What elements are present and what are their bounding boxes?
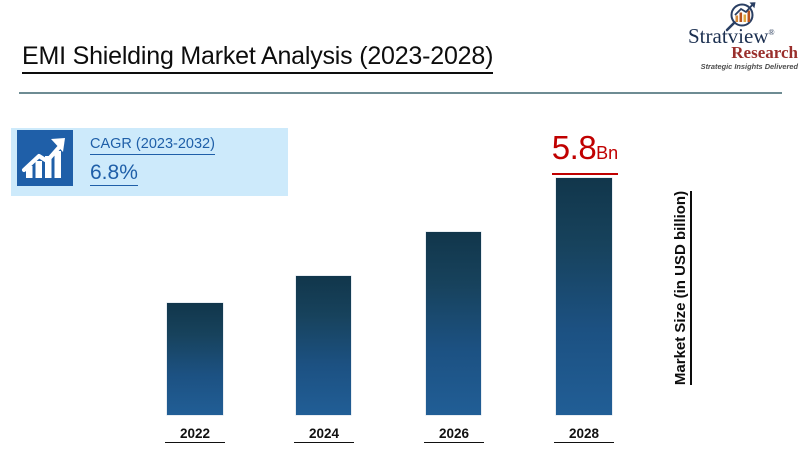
bar-value-unit: Bn [596, 143, 619, 163]
x-axis-label-2024: 2024 [294, 426, 354, 443]
logo-wordmark: Stratview® [688, 24, 798, 49]
x-axis-label-2028: 2028 [554, 426, 614, 443]
growth-chart-arrow-icon [17, 130, 73, 186]
bar-2022 [167, 303, 223, 415]
bar-value-callout-2028: 5.8Bn [530, 130, 640, 175]
bar-value-number: 5.8 [551, 129, 597, 166]
bar-2024 [296, 276, 351, 415]
bar-2026 [426, 232, 481, 415]
bar-value-underline: 5.8Bn [551, 129, 619, 175]
registered-trademark-icon: ® [768, 28, 775, 37]
brand-logo: Stratview® Research Strategic Insights D… [688, 2, 798, 80]
magnifier-bar-chart-arrow-icon [721, 2, 761, 32]
header-divider [19, 92, 782, 94]
y-axis-title: Market Size (in USD billion) [672, 150, 692, 426]
cagr-label: CAGR (2023-2032) [90, 135, 215, 155]
page-title: EMI Shielding Market Analysis (2023-2028… [22, 42, 493, 74]
x-axis-label-2026: 2026 [424, 426, 484, 443]
y-axis: Market Size (in USD billion) [666, 150, 698, 425]
x-axis-label-2022: 2022 [165, 426, 225, 443]
logo-subname: Research [731, 43, 798, 62]
y-axis-title-text: Market Size (in USD billion) [672, 190, 692, 386]
bar-2028 [556, 178, 612, 415]
logo-tagline: Strategic Insights Delivered [700, 62, 798, 71]
cagr-text-group: CAGR (2023-2032) 6.8% [90, 135, 282, 186]
cagr-value: 6.8% [90, 161, 138, 186]
logo-wordmark-text: Stratview [688, 24, 769, 48]
